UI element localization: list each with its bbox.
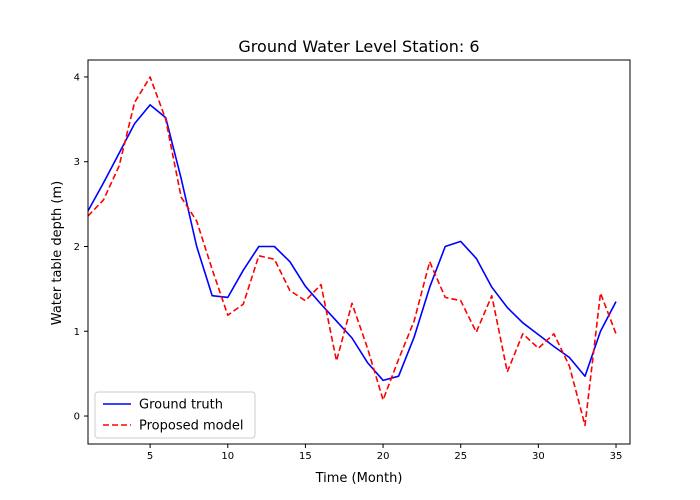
x-tick-label: 10 [221,451,234,462]
y-axis-label: Water table depth (m) [50,181,65,325]
y-tick-label: 1 [74,327,80,338]
legend-label: Ground truth [139,398,223,413]
chart-title: Ground Water Level Station: 6 [238,37,479,56]
plot-frame [87,59,631,445]
legend: Ground truth Proposed model [94,391,256,439]
y-tick-label: 2 [74,242,80,253]
x-tick-label: 5 [147,451,153,462]
legend-label: Proposed model [139,419,243,434]
y-tick-label: 4 [74,72,80,83]
x-tick-label: 15 [299,451,312,462]
x-tick-label: 35 [610,451,623,462]
legend-box [94,391,256,439]
x-tick-label: 20 [377,451,390,462]
series-line-2 [87,76,617,427]
x-tick-label: 30 [532,451,545,462]
x-axis-label: Time (Month) [315,471,403,486]
y-axis: 0 1 2 3 4 [74,72,88,423]
y-tick-label: 0 [74,412,80,423]
x-tick-label: 25 [454,451,467,462]
series-line-1 [87,104,617,382]
x-axis: 5 10 15 20 25 30 35 [147,444,622,462]
plot-area [87,59,631,445]
y-tick-label: 3 [74,157,80,168]
